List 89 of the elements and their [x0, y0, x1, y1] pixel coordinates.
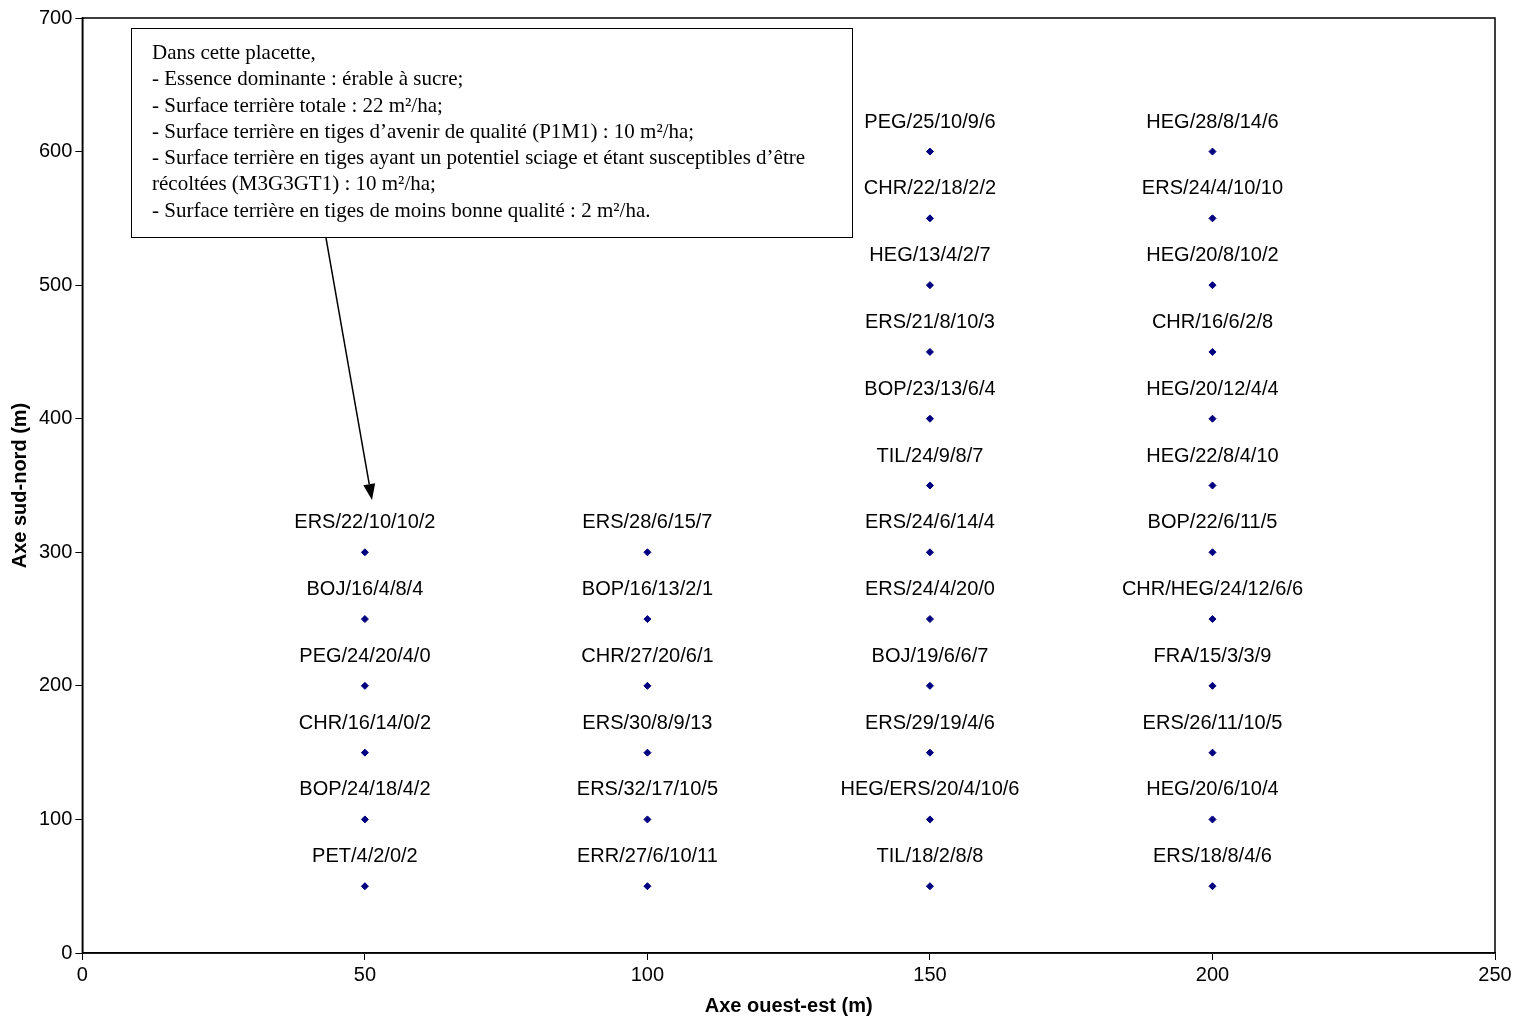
data-label: ERS/24/6/14/4 [864, 510, 995, 533]
note-box: Dans cette placette, - Essence dominante : érable à sucre; - Surface terrière totale : 22 m²/ha; - Surface terrière en tiges d’avenir de qualité (P1M1) : 10 m²/ha; - Surface terrière en tiges ayant un potentiel sciage et étant susceptibles d’être récoltées (M3G3GT1) : 10 m²/ha; - Surface terrière en tiges de moins bonne qualité : 2 m²/ha. [131, 28, 853, 238]
point [1208, 481, 1217, 490]
y-tick-label: 700 [38, 5, 73, 28]
point [643, 815, 652, 824]
point [1208, 681, 1217, 690]
point [1208, 748, 1217, 757]
data-label: BOJ/16/4/8/4 [306, 577, 424, 600]
data-label: HEG/13/4/2/7 [869, 243, 991, 266]
point [643, 615, 652, 624]
data-label: BOP/22/6/11/5 [1147, 510, 1278, 533]
data-label: ERS/26/11/10/5 [1142, 710, 1283, 733]
data-label: HEG/ERS/20/4/10/6 [840, 777, 1020, 800]
point [1208, 147, 1217, 156]
x-axis-title: Axe ouest-est (m) [704, 993, 873, 1016]
data-label: ERS/22/10/10/2 [294, 510, 436, 533]
point [360, 548, 369, 557]
point [643, 882, 652, 891]
point [925, 681, 934, 690]
data-label: CHR/22/18/2/2 [863, 176, 997, 199]
data-label: HEG/22/8/4/10 [1146, 443, 1279, 466]
point [360, 882, 369, 891]
point [360, 615, 369, 624]
point [360, 681, 369, 690]
y-tick-label: 500 [38, 272, 73, 295]
data-label: CHR/HEG/24/12/6/6 [1121, 577, 1304, 600]
data-label: CHR/16/6/2/8 [1151, 309, 1274, 332]
data-label: TIL/18/2/8/8 [876, 844, 984, 867]
point [360, 815, 369, 824]
data-label: ERS/30/8/9/13 [582, 710, 713, 733]
point [925, 548, 934, 557]
data-label: BOP/23/13/6/4 [864, 376, 996, 399]
data-label: HEG/20/8/10/2 [1146, 243, 1279, 266]
x-tick-label: 200 [1195, 962, 1230, 985]
y-tick-label: 200 [38, 673, 73, 696]
x-tick-label: 50 [353, 962, 377, 985]
data-label: ERS/24/4/20/0 [864, 577, 995, 600]
point [925, 414, 934, 423]
point [925, 748, 934, 757]
y-axis-title: Axe sud-nord (m) [7, 402, 30, 569]
point [925, 147, 934, 156]
y-tick-label: 600 [38, 139, 73, 162]
data-label: PET/4/2/0/2 [312, 844, 418, 867]
point [1208, 548, 1217, 557]
point [925, 281, 934, 290]
point [925, 481, 934, 490]
data-label: CHR/27/20/6/1 [581, 643, 714, 666]
data-label: PEG/25/10/9/6 [864, 109, 996, 132]
y-tick-label: 100 [38, 806, 73, 829]
point [925, 214, 934, 223]
data-label: ERS/21/8/10/3 [864, 309, 995, 332]
point [360, 748, 369, 757]
point [1208, 615, 1217, 624]
data-label: PEG/24/20/4/0 [299, 643, 431, 666]
point [1208, 815, 1217, 824]
point [925, 882, 934, 891]
data-label: ERS/29/19/4/6 [864, 710, 995, 733]
point [1208, 882, 1217, 891]
point [925, 615, 934, 624]
y-tick-label: 400 [38, 406, 73, 429]
point [1208, 347, 1217, 356]
data-label: BOJ/19/6/6/7 [871, 643, 989, 666]
data-label: HEG/20/6/10/4 [1146, 777, 1279, 800]
point [643, 748, 652, 757]
data-label: ERS/18/8/4/6 [1152, 844, 1272, 867]
data-label: HEG/20/12/4/4 [1146, 376, 1279, 399]
data-label: FRA/15/3/3/9 [1153, 643, 1272, 666]
x-tick-label: 0 [76, 962, 88, 985]
x-tick-label: 150 [913, 962, 947, 985]
point [1208, 214, 1217, 223]
x-tick-label: 100 [630, 962, 665, 985]
data-label: ERR/27/6/10/11 [577, 844, 718, 867]
point [1208, 281, 1217, 290]
x-tick-label: 250 [1478, 962, 1512, 985]
data-label: ERS/24/4/10/10 [1141, 176, 1284, 199]
data-label: HEG/28/8/14/6 [1146, 109, 1279, 132]
y-tick-label: 0 [61, 940, 73, 963]
data-label: TIL/24/9/8/7 [876, 443, 984, 466]
data-label: ERS/32/17/10/5 [576, 777, 719, 800]
data-label: BOP/24/18/4/2 [299, 777, 431, 800]
point [925, 347, 934, 356]
data-label: BOP/16/13/2/1 [581, 577, 714, 600]
point [643, 548, 652, 557]
data-label: CHR/16/14/0/2 [298, 710, 432, 733]
point [925, 815, 934, 824]
y-tick-label: 300 [38, 539, 73, 562]
data-label: ERS/28/6/15/7 [582, 510, 713, 533]
point [643, 681, 652, 690]
point [1208, 414, 1217, 423]
